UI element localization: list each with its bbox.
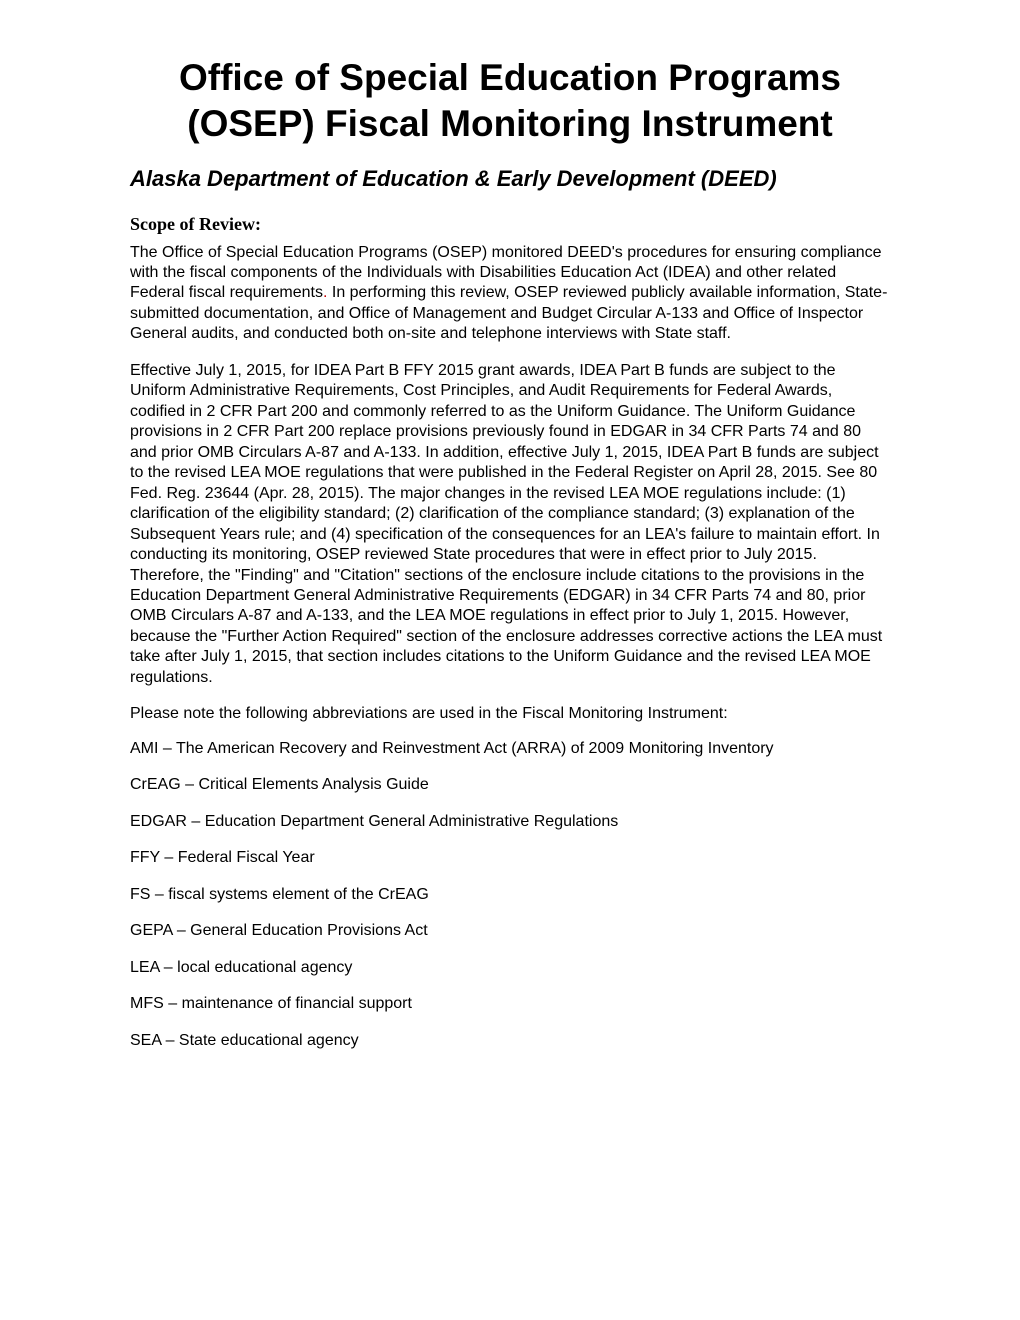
- title-line-1: Office of Special Education Programs: [179, 57, 841, 98]
- abbrev-ffy: FFY – Federal Fiscal Year: [130, 848, 890, 868]
- abbrev-edgar: EDGAR – Education Department General Adm…: [130, 812, 890, 832]
- document-page: Office of Special Education Programs (OS…: [0, 0, 1020, 1320]
- paragraph-scope-1: The Office of Special Education Programs…: [130, 243, 890, 345]
- abbrev-gepa: GEPA – General Education Provisions Act: [130, 921, 890, 941]
- page-subtitle: Alaska Department of Education & Early D…: [130, 166, 890, 192]
- abbrev-sea: SEA – State educational agency: [130, 1031, 890, 1051]
- paragraph-scope-2: Effective July 1, 2015, for IDEA Part B …: [130, 361, 890, 689]
- title-line-2: (OSEP) Fiscal Monitoring Instrument: [187, 103, 832, 144]
- abbreviations-intro: Please note the following abbreviations …: [130, 704, 890, 724]
- abbrev-lea: LEA – local educational agency: [130, 958, 890, 978]
- page-title: Office of Special Education Programs (OS…: [130, 55, 890, 148]
- abbrev-ami: AMI – The American Recovery and Reinvest…: [130, 739, 890, 759]
- section-heading-scope: Scope of Review:: [130, 214, 890, 235]
- abbrev-mfs: MFS – maintenance of financial support: [130, 994, 890, 1014]
- abbrev-creag: CrEAG – Critical Elements Analysis Guide: [130, 775, 890, 795]
- abbrev-fs: FS – fiscal systems element of the CrEAG: [130, 885, 890, 905]
